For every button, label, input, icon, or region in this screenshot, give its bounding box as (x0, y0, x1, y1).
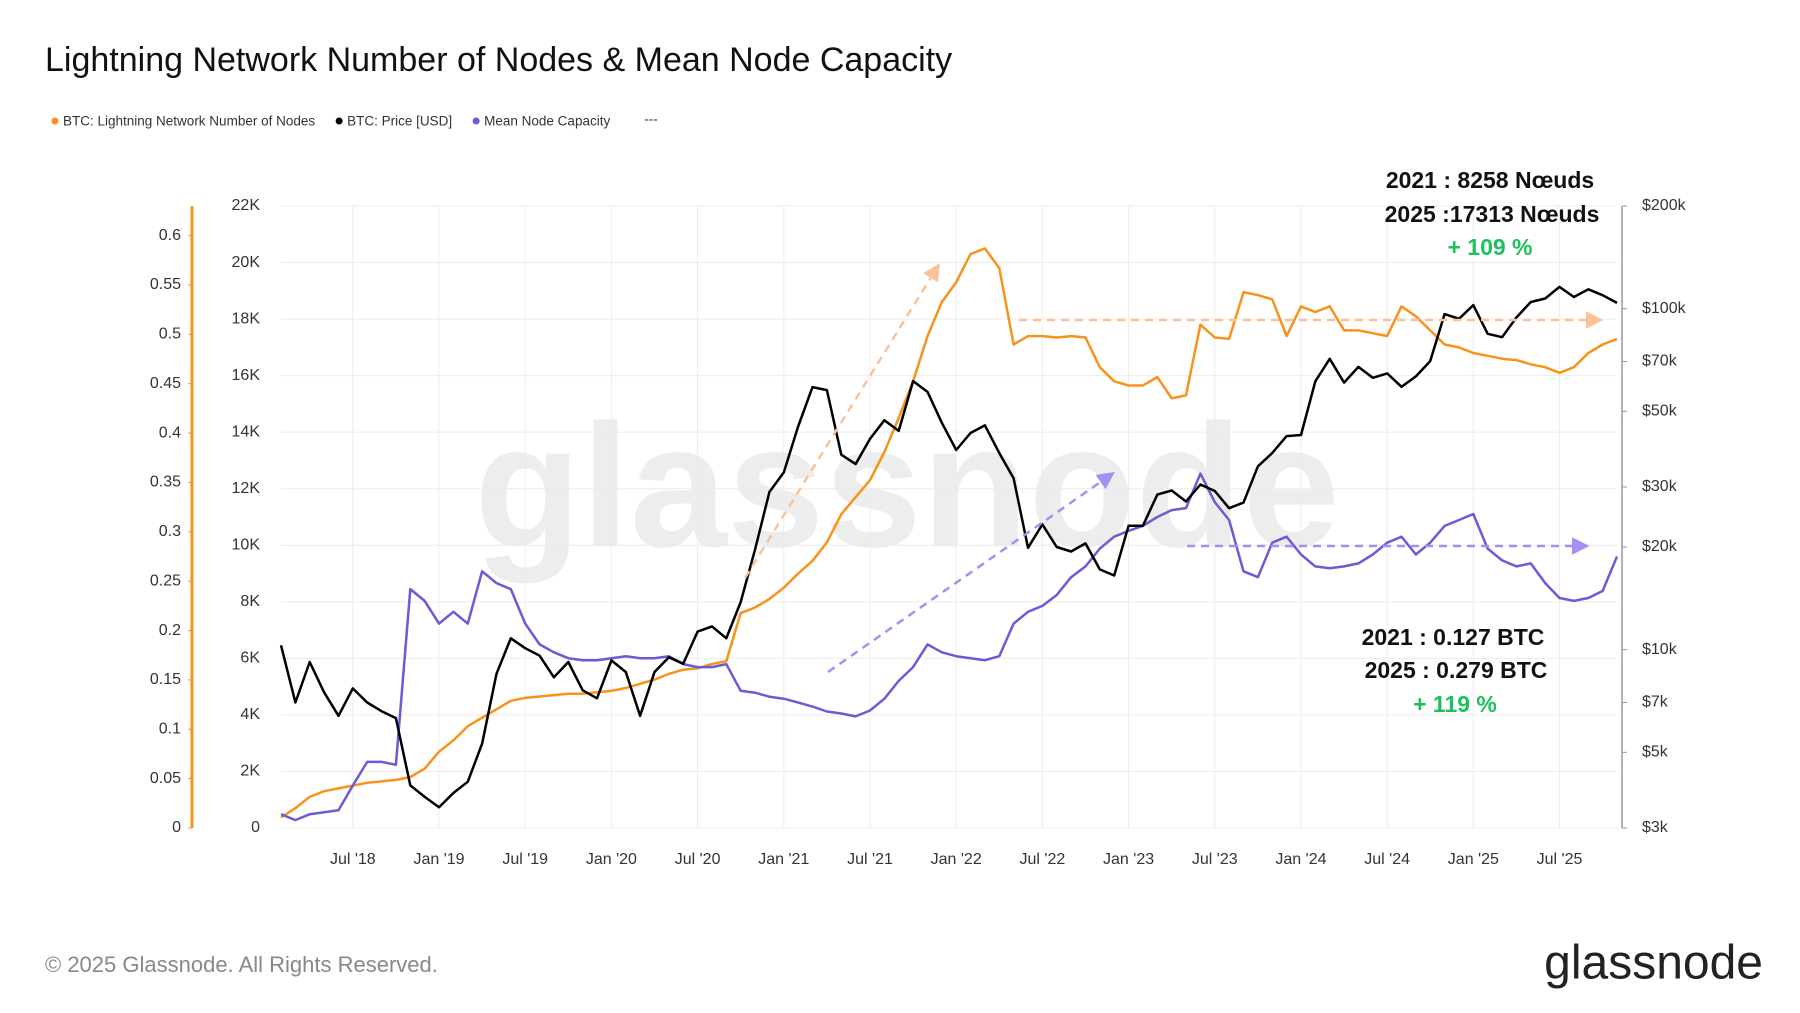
y3-tick-label: 0.6 (159, 227, 181, 244)
y-tick-label: 14K (232, 423, 261, 440)
legend-label: Mean Node Capacity (484, 114, 610, 129)
y3-tick-label: 0.25 (150, 572, 181, 589)
annotation: 2025 :17313 Nœuds (1385, 201, 1600, 227)
legend-marker (51, 117, 59, 125)
grid: 0 2K 4K 6K 8K 10K 12K 14K 16K 18K 20K 22K 0 0.05 0.1 0.… (150, 197, 1687, 868)
y3-tick-label: 0.4 (159, 424, 181, 441)
series-line (280, 247, 1618, 819)
y-tick-label: 18K (232, 310, 261, 327)
y3-tick-label: 0.05 (150, 770, 181, 787)
y-tick-label: 22K (232, 197, 261, 214)
series-line (279, 285, 1618, 809)
y2-tick-label: $200k (1642, 197, 1687, 214)
x-tick-label: Jul '21 (847, 851, 893, 868)
y3-tick-label: 0.5 (159, 326, 181, 343)
y-tick-label: 8K (240, 593, 260, 610)
plot (279, 247, 1619, 822)
x-tick-label: Jul '22 (1020, 851, 1066, 868)
legend-label: --- (644, 112, 658, 127)
x-tick-label: Jul '20 (675, 851, 721, 868)
x-tick-label: Jul '18 (330, 851, 376, 868)
legend-marker (335, 117, 343, 125)
annotation: 2025 : 0.279 BTC (1365, 657, 1548, 683)
y2-tick-label: $7k (1642, 694, 1669, 711)
legend-label: BTC: Price [USD] (347, 114, 452, 129)
y-tick-label: 12K (232, 480, 261, 497)
y2-tick-label: $100k (1642, 300, 1687, 317)
x-tick-label: Jul '23 (1192, 851, 1238, 868)
annotation: + 119 % (1413, 691, 1497, 717)
y2-tick-label: $10k (1642, 641, 1678, 658)
arrows (743, 263, 1604, 674)
y3-tick-label: 0.55 (150, 276, 181, 293)
y3-tick-label: 0.15 (150, 671, 181, 688)
y3-tick-label: 0.3 (159, 523, 181, 540)
y2-tick-label: $5k (1642, 744, 1669, 761)
series-line (280, 472, 1619, 822)
x-tick-label: Jul '19 (502, 851, 548, 868)
x-tick-label: Jan '22 (931, 851, 982, 868)
x-tick-label: Jan '24 (1275, 851, 1326, 868)
y3-tick-label: 0.45 (150, 375, 181, 392)
y3-tick-label: 0.2 (159, 622, 181, 639)
y3-tick-label: 0 (172, 819, 181, 836)
x-tick-label: Jan '25 (1448, 851, 1499, 868)
x-tick-label: Jan '21 (758, 851, 809, 868)
y-tick-label: 4K (240, 706, 260, 723)
y-tick-label: 10K (232, 536, 261, 553)
y-tick-label: 2K (240, 763, 260, 780)
x-tick-label: Jul '25 (1537, 851, 1583, 868)
arrow (743, 263, 940, 579)
x-tick-label: Jul '24 (1364, 851, 1410, 868)
legend: BTC: Lightning Network Number of Nodes BT… (51, 112, 658, 129)
x-tick-label: Jan '20 (586, 851, 637, 868)
x-tick-label: Jan '23 (1103, 851, 1154, 868)
y2-tick-label: $20k (1642, 538, 1678, 555)
annotation: 2021 : 8258 Nœuds (1386, 167, 1594, 193)
y2-tick-label: $30k (1642, 478, 1678, 495)
x-tick-label: Jan '19 (413, 851, 464, 868)
logo: glassnode (1544, 937, 1763, 990)
y-tick-label: 16K (232, 367, 261, 384)
y2-tick-label: $50k (1642, 403, 1678, 420)
legend-label: BTC: Lightning Network Number of Nodes (63, 114, 315, 129)
y2-tick-label: $70k (1642, 353, 1678, 370)
y2-tick-label: $3k (1642, 819, 1669, 836)
chart-title: Lightning Network Number of Nodes & Mean… (45, 41, 952, 79)
legend-marker (472, 117, 480, 125)
arrow (827, 471, 1115, 674)
y3-tick-label: 0.35 (150, 474, 181, 491)
annotation: 2021 : 0.127 BTC (1362, 624, 1545, 650)
y-tick-label: 6K (240, 650, 260, 667)
y3-tick-label: 0.1 (159, 720, 181, 737)
annotation: + 109 % (1447, 234, 1532, 260)
watermark: glassnode (474, 389, 1340, 584)
y-tick-label: 20K (232, 254, 261, 271)
y-tick-label: 0 (251, 819, 260, 836)
footer: © 2025 Glassnode. All Rights Reserved. (45, 952, 438, 977)
